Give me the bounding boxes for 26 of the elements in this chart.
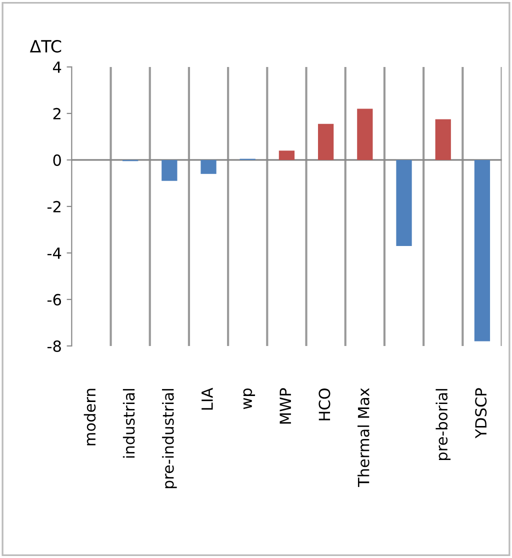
x-tick-label: pre-borial — [436, 389, 451, 460]
y-axis-title: ΔTC — [30, 40, 62, 53]
bar — [162, 160, 178, 181]
bar — [396, 160, 412, 246]
x-tick-label: YDSCP — [475, 388, 487, 438]
x-tick-label: modern — [84, 388, 96, 446]
y-tick-label: -8 — [47, 340, 61, 352]
bar — [318, 124, 334, 160]
x-tick-label: Thermal Max — [358, 388, 370, 488]
x-tick-label: wp — [243, 388, 256, 410]
x-tick-label: MWP — [280, 388, 291, 424]
x-tick-label: HCO — [318, 388, 330, 420]
bar — [474, 160, 490, 342]
y-tick-label: 4 — [52, 62, 62, 73]
bar — [278, 150, 295, 160]
bar — [357, 108, 373, 160]
bar — [435, 119, 451, 160]
y-tick-label: -6 — [47, 294, 61, 306]
x-tick-label: industrial — [122, 389, 135, 458]
bar — [200, 160, 216, 174]
x-tick-label: pre-industrial — [162, 389, 177, 488]
y-tick-label: 0 — [53, 154, 61, 166]
y-tick-label: -2 — [47, 200, 60, 212]
x-tick-label: LIA — [202, 388, 213, 410]
y-tick-label: -4 — [47, 248, 62, 259]
y-tick-label: 2 — [53, 108, 60, 120]
